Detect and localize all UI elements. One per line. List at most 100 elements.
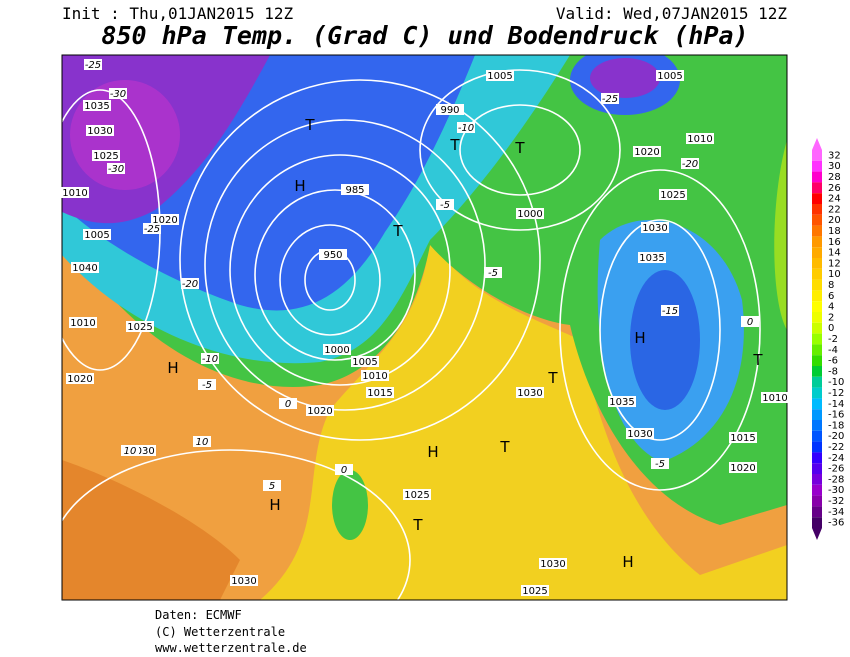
- isobars: [62, 69, 761, 600]
- pressure-label: 985: [345, 185, 364, 196]
- temperature-label-box: [201, 353, 219, 364]
- colorbar-segment: [812, 452, 822, 464]
- temperature-label: 0: [285, 399, 291, 410]
- colorbar-segment: [812, 214, 822, 226]
- pressure-label-box: [126, 321, 154, 332]
- colorbar-label: -30: [828, 485, 844, 496]
- colorbar-segment: [812, 420, 822, 431]
- pressure-label-box: [539, 558, 567, 569]
- pressure-label: 1030: [129, 446, 154, 457]
- source: Daten: ECMWF: [155, 608, 242, 622]
- colorbar-segment: [812, 171, 822, 183]
- colorbar-top-arrow: [812, 138, 822, 150]
- temperature-label-box: [681, 158, 699, 169]
- pressure-label: 1035: [609, 397, 634, 408]
- pressure-label: 1030: [87, 126, 112, 137]
- colorbar-segment: [812, 268, 822, 280]
- colorbar-label: -26: [828, 464, 844, 475]
- colorbar-label: 30: [828, 161, 841, 172]
- colorbar-label: 22: [828, 204, 841, 215]
- colorbar-segment: [812, 225, 822, 237]
- colorbar-label: 10: [828, 269, 841, 280]
- colorbar-segment: [812, 333, 822, 345]
- pressure-label: 950: [323, 250, 342, 261]
- pressure-label: 1030: [231, 576, 256, 587]
- pressure-label-box: [486, 70, 514, 81]
- pressure-label: 1005: [84, 230, 109, 241]
- temperature-label-box: [436, 199, 454, 210]
- colorbar-label: 26: [828, 183, 841, 194]
- pressure-center: T: [499, 438, 510, 456]
- temperature-label: -25: [144, 224, 160, 235]
- pressure-label: 1035: [84, 101, 109, 112]
- pressure-label: 1025: [93, 151, 118, 162]
- colorbar-segment: [812, 376, 822, 388]
- colorbar-label: -16: [828, 410, 844, 421]
- temperature-label: -5: [655, 459, 665, 470]
- colorbar-label: -24: [828, 453, 844, 464]
- pressure-label-box: [729, 462, 757, 473]
- pressure-label: 1000: [324, 345, 349, 356]
- colorbar-label: -8: [828, 366, 838, 377]
- colorbar-segment: [812, 517, 822, 528]
- pressure-label: 1030: [627, 429, 652, 440]
- colorbar-segment: [812, 160, 822, 172]
- colorbar-segment: [812, 495, 822, 507]
- colorbar-label: 28: [828, 172, 841, 183]
- temperature-label-box: [484, 267, 502, 278]
- pressure-label-box: [351, 356, 379, 367]
- pressure-label-box: [341, 184, 369, 195]
- colorbar-segment: [812, 474, 822, 485]
- pressure-label: 1025: [404, 490, 429, 501]
- colorbar-label: 24: [828, 194, 841, 205]
- pressure-label-box: [69, 317, 97, 328]
- temperature-label: -10: [458, 123, 474, 134]
- map-frame: [61, 54, 788, 601]
- temperature-label-box: [198, 379, 216, 390]
- colorbar-segment: [812, 463, 822, 474]
- colorbar-segment: [812, 301, 822, 312]
- pressure-label: 1030: [642, 223, 667, 234]
- temperature-label-box: [109, 88, 127, 99]
- temperature-label: -20: [682, 159, 698, 170]
- pressure-label: 1020: [67, 374, 92, 385]
- pressure-label: 1025: [127, 322, 152, 333]
- colorbar-segment: [812, 236, 822, 248]
- temperature-label: 10: [124, 446, 137, 457]
- pressure-label: 1010: [762, 393, 787, 404]
- pressure-label: 1010: [362, 371, 387, 382]
- colorbar-segment: [812, 409, 822, 420]
- pressure-label: 1005: [657, 71, 682, 82]
- pressure-label-box: [516, 387, 544, 398]
- pressure-label-box: [729, 432, 757, 443]
- colorbar-label: 12: [828, 258, 841, 269]
- colorbar-segment: [812, 182, 822, 194]
- colorbar-segment: [812, 441, 822, 453]
- pressure-label: 1020: [307, 406, 332, 417]
- temperature-label-box: [651, 458, 669, 469]
- temperature-label-box: [279, 398, 297, 409]
- colorbar-label: 8: [828, 280, 834, 291]
- pressure-label: 1005: [352, 357, 377, 368]
- pressure-label-box: [608, 396, 636, 407]
- colorbar-label: 32: [828, 150, 841, 161]
- colorbar-label: -20: [828, 431, 844, 442]
- copyright: (C) Wetterzentrale: [155, 625, 285, 639]
- title: 850 hPa Temp. (Grad C) und Bodendruck (h…: [101, 21, 748, 50]
- pressure-label-box: [151, 214, 179, 225]
- pressure-label-box: [83, 229, 111, 240]
- temperature-label: 0: [341, 465, 347, 476]
- colorbar-label: -36: [828, 518, 844, 529]
- pressure-label-box: [403, 489, 431, 500]
- pressure-label-box: [638, 252, 666, 263]
- pressure-label: 1030: [540, 559, 565, 570]
- colorbar-label: -14: [828, 399, 844, 410]
- colorbar-label: 16: [828, 237, 841, 248]
- temperature-label: -15: [662, 306, 678, 317]
- colorbar-segment: [812, 247, 822, 258]
- colorbar-label: -18: [828, 420, 844, 431]
- colorbar-segment: [812, 322, 822, 334]
- pressure-label-box: [71, 262, 99, 273]
- temperature-label-box: [107, 163, 125, 174]
- pressure-label: 1025: [522, 586, 547, 597]
